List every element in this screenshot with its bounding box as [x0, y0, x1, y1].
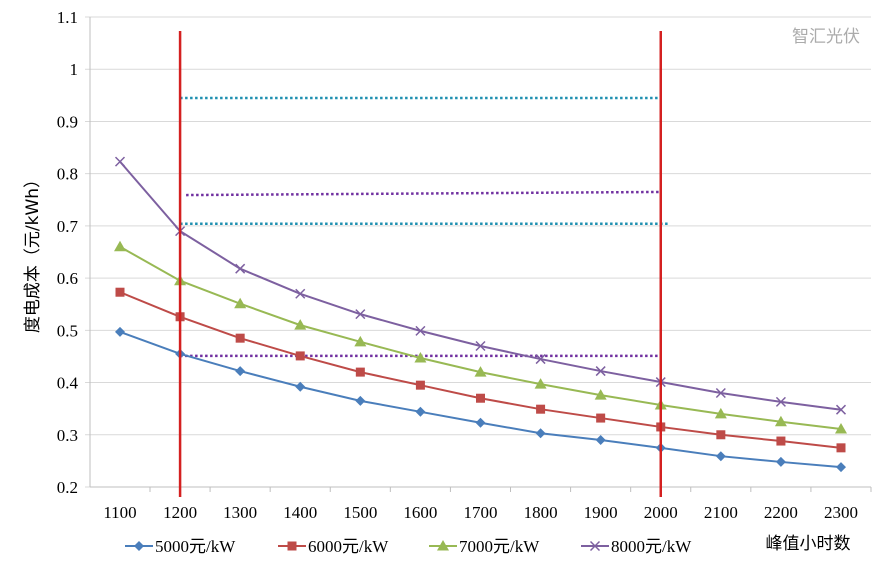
legend-label: 6000元/kW: [308, 537, 389, 556]
x-marker: [589, 540, 601, 552]
y-tick-label: 0.8: [57, 165, 78, 184]
legend-label: 8000元/kW: [611, 537, 692, 556]
x-tick-label: 1100: [103, 503, 136, 522]
square-marker: [536, 404, 546, 414]
square-marker: [415, 380, 425, 390]
square-marker: [355, 367, 365, 377]
square-marker: [295, 351, 305, 361]
diamond-marker: [595, 435, 606, 445]
diamond-marker: [235, 366, 246, 377]
x-tick-label: 2200: [764, 503, 798, 522]
x-marker: [114, 156, 126, 167]
x-tick-label: 1300: [223, 503, 257, 522]
x-axis-title: 峰值小时数: [766, 534, 851, 554]
x-marker: [235, 263, 246, 274]
square-marker: [836, 443, 846, 453]
legend: 5000元/kW 6000元/kW 7000元/kW 8000元/kW: [125, 537, 692, 556]
series-triangle: [114, 240, 847, 434]
diamond-marker: [134, 541, 144, 551]
square-marker: [716, 430, 726, 440]
diamond-marker: [836, 462, 846, 473]
series-x: [114, 156, 847, 415]
y-tick-label: 1.1: [57, 8, 78, 27]
legend-label: 7000元/kW: [459, 537, 540, 556]
x-marker: [355, 309, 366, 320]
triangle-marker: [354, 335, 367, 347]
x-marker: [475, 340, 486, 352]
x-marker: [535, 354, 546, 365]
square-marker: [235, 333, 245, 343]
legend-item: 7000元/kW: [429, 537, 540, 556]
triangle-marker: [774, 415, 787, 427]
triangle-marker: [114, 240, 126, 252]
grid: [85, 16, 872, 492]
vertical-lines: [178, 31, 662, 497]
triangle-marker: [474, 366, 487, 377]
y-tick-label: 0.5: [57, 321, 78, 340]
x-marker: [415, 325, 426, 336]
diamond-marker: [535, 428, 546, 439]
diamond-marker: [355, 395, 366, 406]
y-tick-label: 0.7: [57, 217, 79, 236]
y-tick-label: 0.2: [57, 478, 78, 497]
square-marker: [476, 393, 485, 403]
square-marker: [596, 413, 606, 423]
square-marker: [776, 436, 786, 446]
tick-labels: 0.2 0.3 0.4 0.5 0.6 0.7 0.8 0.9 1 1.1 1100 1200 1300…: [57, 8, 858, 522]
diamond-marker: [775, 456, 786, 467]
reference-lines: [180, 96, 670, 358]
series-diamond: [115, 326, 846, 473]
square-marker: [287, 541, 297, 551]
x-tick-label: 2000: [644, 503, 678, 522]
legend-item: 5000元/kW: [125, 537, 236, 556]
x-tick-label: 2100: [704, 503, 738, 522]
x-marker: [595, 366, 606, 377]
y-axis-title: 度电成本（元/kWh）: [23, 171, 43, 333]
y-tick-label: 1: [70, 60, 79, 79]
diamond-marker: [115, 326, 125, 337]
triangle-marker: [714, 407, 727, 419]
watermark: 智汇光伏: [792, 27, 860, 47]
series-group: [114, 156, 847, 473]
x-marker: [835, 404, 847, 415]
x-tick-label: 1600: [403, 503, 437, 522]
triangle-marker: [534, 378, 547, 389]
y-tick-label: 0.6: [57, 269, 78, 288]
x-tick-label: 1700: [464, 503, 498, 522]
triangle-marker: [835, 423, 847, 434]
triangle-marker: [294, 319, 307, 330]
reference-line: [186, 190, 661, 197]
y-tick-label: 0.4: [57, 374, 79, 393]
triangle-marker: [437, 540, 449, 551]
x-marker: [775, 396, 786, 407]
diamond-marker: [715, 451, 726, 462]
y-tick-label: 0.9: [57, 112, 78, 131]
x-tick-label: 1400: [283, 503, 317, 522]
square-marker: [115, 287, 125, 297]
triangle-marker: [234, 297, 247, 309]
x-tick-label: 1900: [584, 503, 618, 522]
x-tick-label: 1500: [343, 503, 377, 522]
triangle-marker: [594, 389, 607, 400]
x-tick-label: 1800: [524, 503, 558, 522]
diamond-marker: [415, 406, 426, 417]
y-tick-label: 0.3: [57, 426, 78, 445]
x-tick-label: 2300: [824, 503, 858, 522]
diamond-marker: [475, 417, 486, 428]
x-tick-label: 1200: [163, 503, 197, 522]
triangle-marker: [414, 352, 427, 363]
diamond-marker: [295, 381, 306, 392]
legend-item: 8000元/kW: [581, 537, 692, 556]
x-marker: [715, 387, 726, 399]
legend-item: 6000元/kW: [278, 537, 389, 556]
legend-label: 5000元/kW: [155, 537, 236, 556]
x-marker: [295, 288, 306, 299]
